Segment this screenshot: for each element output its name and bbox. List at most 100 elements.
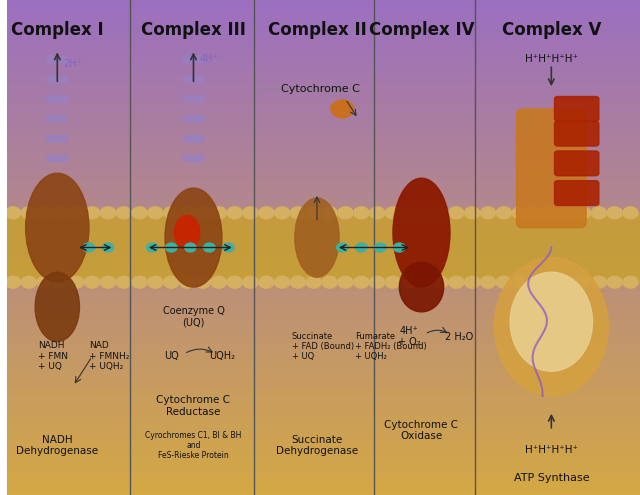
- Circle shape: [195, 115, 204, 122]
- Circle shape: [116, 207, 131, 219]
- Circle shape: [433, 207, 448, 219]
- Bar: [6, 270, 640, 272]
- Bar: [6, 141, 640, 144]
- Bar: [6, 129, 640, 131]
- Circle shape: [575, 276, 591, 288]
- Bar: [6, 59, 640, 62]
- Circle shape: [417, 207, 432, 219]
- Bar: [6, 401, 640, 403]
- Bar: [6, 287, 640, 290]
- Bar: [6, 267, 640, 270]
- Bar: [6, 329, 640, 332]
- Bar: [6, 238, 640, 240]
- Bar: [6, 87, 640, 89]
- Bar: [6, 84, 640, 87]
- Circle shape: [5, 276, 20, 288]
- Bar: [6, 5, 640, 7]
- FancyBboxPatch shape: [516, 109, 586, 228]
- Text: Succinate
Dehydrogenase: Succinate Dehydrogenase: [276, 435, 358, 456]
- Circle shape: [53, 276, 68, 288]
- Circle shape: [259, 276, 274, 288]
- Bar: [6, 255, 640, 257]
- Circle shape: [354, 276, 369, 288]
- Bar: [6, 488, 640, 490]
- Bar: [6, 205, 640, 208]
- Bar: [6, 25, 640, 27]
- Bar: [6, 111, 640, 114]
- Bar: [6, 92, 640, 94]
- Bar: [6, 62, 640, 64]
- Circle shape: [60, 76, 68, 83]
- Ellipse shape: [510, 272, 593, 371]
- Ellipse shape: [175, 215, 200, 250]
- Bar: [6, 463, 640, 465]
- Circle shape: [591, 276, 607, 288]
- Bar: [6, 485, 640, 488]
- Bar: [6, 173, 640, 176]
- Bar: [6, 106, 640, 109]
- Bar: [6, 22, 640, 25]
- Bar: [6, 450, 640, 453]
- Bar: [6, 45, 640, 47]
- Bar: [6, 480, 640, 483]
- Bar: [6, 493, 640, 495]
- Bar: [6, 356, 640, 359]
- Circle shape: [528, 276, 543, 288]
- Circle shape: [369, 207, 385, 219]
- Circle shape: [164, 276, 179, 288]
- Bar: [6, 82, 640, 84]
- Bar: [6, 398, 640, 401]
- Bar: [6, 158, 640, 161]
- Circle shape: [47, 115, 56, 122]
- Circle shape: [512, 276, 527, 288]
- Text: UQH₂: UQH₂: [209, 351, 235, 361]
- FancyBboxPatch shape: [554, 151, 599, 176]
- Circle shape: [275, 276, 290, 288]
- Bar: [6, 314, 640, 317]
- Circle shape: [243, 276, 258, 288]
- Ellipse shape: [393, 178, 450, 287]
- Bar: [6, 441, 640, 443]
- Circle shape: [21, 207, 36, 219]
- Text: Cytochrome C: Cytochrome C: [281, 84, 360, 94]
- Bar: [6, 339, 640, 342]
- Ellipse shape: [295, 198, 339, 277]
- Bar: [6, 69, 640, 72]
- Bar: [6, 418, 640, 421]
- Circle shape: [37, 207, 52, 219]
- Bar: [6, 74, 640, 77]
- Circle shape: [607, 207, 622, 219]
- Bar: [6, 153, 640, 156]
- Bar: [6, 37, 640, 40]
- Circle shape: [354, 207, 369, 219]
- Bar: [6, 490, 640, 493]
- Bar: [6, 181, 640, 183]
- Bar: [6, 27, 640, 30]
- Circle shape: [591, 207, 607, 219]
- Circle shape: [182, 115, 191, 122]
- Bar: [6, 460, 640, 463]
- Bar: [6, 396, 640, 398]
- Bar: [6, 124, 640, 126]
- Circle shape: [322, 207, 337, 219]
- Text: ATP Synthase: ATP Synthase: [513, 473, 589, 483]
- Circle shape: [331, 100, 354, 118]
- Bar: [6, 262, 640, 265]
- Bar: [6, 54, 640, 57]
- Bar: [6, 423, 640, 426]
- Bar: [6, 213, 640, 282]
- Bar: [6, 473, 640, 475]
- Circle shape: [401, 207, 417, 219]
- Circle shape: [195, 207, 211, 219]
- Circle shape: [338, 207, 353, 219]
- Circle shape: [481, 276, 495, 288]
- Bar: [6, 317, 640, 319]
- Bar: [6, 374, 640, 376]
- Text: H⁺H⁺H⁺H⁺: H⁺H⁺H⁺H⁺: [525, 446, 578, 455]
- Bar: [6, 57, 640, 59]
- Circle shape: [496, 276, 511, 288]
- Circle shape: [369, 276, 385, 288]
- Bar: [6, 302, 640, 304]
- Bar: [6, 200, 640, 203]
- Circle shape: [116, 276, 131, 288]
